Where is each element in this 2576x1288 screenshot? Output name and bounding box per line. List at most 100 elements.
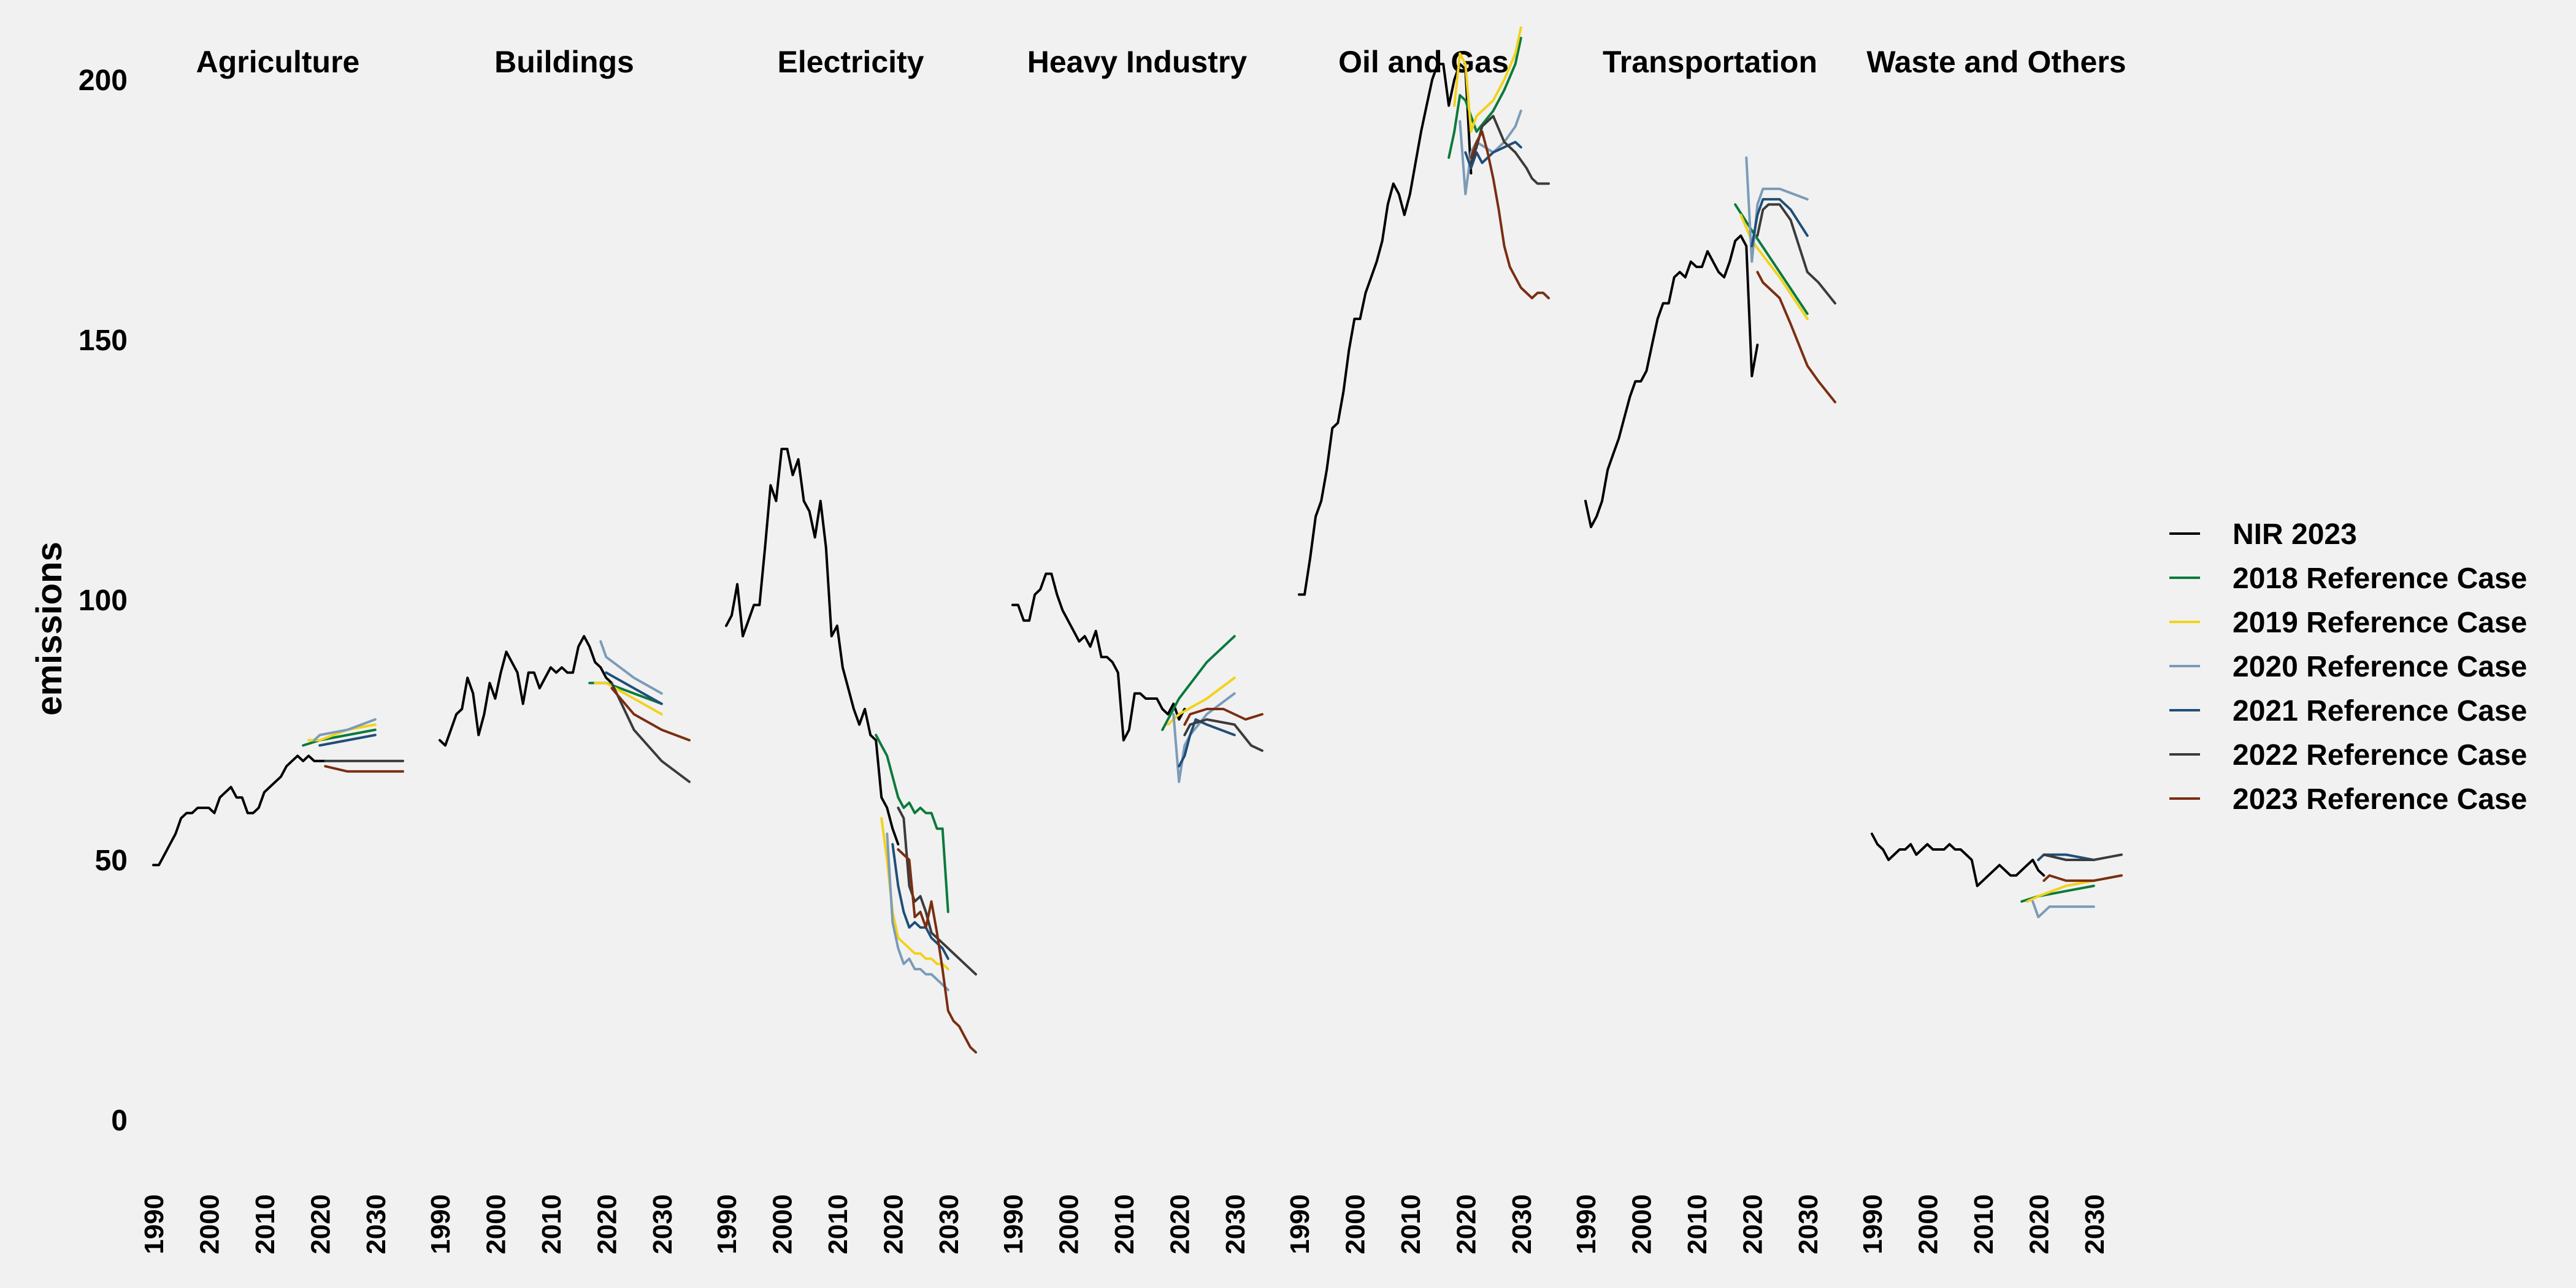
series-line [313, 718, 377, 742]
x-tick-label: 2000 [1054, 1194, 1084, 1254]
y-tick-label: 0 [111, 1105, 128, 1137]
x-tick-label: 2030 [1793, 1194, 1823, 1254]
series-line [439, 635, 613, 747]
legend-label: NIR 2023 [2233, 518, 2357, 551]
legend-label: 2019 Reference Case [2233, 607, 2527, 639]
series-line [1011, 572, 1186, 742]
x-tick-label: 2020 [878, 1194, 908, 1254]
x-tick-label: 2010 [537, 1194, 567, 1254]
series-line [1183, 708, 1263, 726]
facet-panel: Buildings 1990 2000 2010 2020 2030 [426, 45, 691, 1254]
facet-panel: Agriculture 1990 2000 2010 2020 2030 [139, 45, 404, 1254]
series-line [1470, 115, 1550, 185]
facet-panel: Heavy Industry 1990 2000 2010 2020 2030 [999, 45, 1263, 1254]
x-tick-label: 2000 [1913, 1194, 1943, 1254]
series-line [1871, 832, 2045, 887]
series-line [1459, 109, 1522, 196]
series-line [1178, 718, 1236, 768]
legend-label: 2021 Reference Case [2233, 695, 2527, 727]
facet-panel: Oil and Gas 1990 2000 2010 2020 2030 [1285, 26, 1550, 1254]
x-tick-label: 2020 [1451, 1194, 1481, 1254]
facet-title: Buildings [494, 45, 634, 79]
x-tick-label: 2000 [481, 1194, 511, 1254]
x-tick-label: 2000 [767, 1194, 797, 1254]
y-tick-label: 150 [79, 324, 128, 357]
x-tick-label: 1990 [712, 1194, 742, 1254]
legend: NIR 2023 2018 Reference Case 2019 Referenc… [2169, 518, 2527, 816]
x-tick-label: 2020 [1738, 1194, 1768, 1254]
series-line [302, 728, 377, 747]
series-line [2026, 879, 2095, 903]
series-line [2042, 853, 2123, 861]
series-line [605, 671, 663, 705]
series-line [2031, 900, 2095, 919]
legend-label: 2020 Reference Case [2233, 651, 2527, 683]
y-tick-label: 200 [79, 64, 128, 97]
x-tick-label: 2010 [823, 1194, 853, 1254]
series-line [318, 734, 377, 747]
x-tick-label: 2000 [1627, 1194, 1657, 1254]
x-tick-label: 2010 [1396, 1194, 1426, 1254]
series-line [1756, 270, 1836, 404]
facet-title: Electricity [777, 45, 924, 79]
x-tick-label: 2020 [592, 1194, 622, 1254]
y-tick-label: 100 [79, 585, 128, 617]
legend-label: 2022 Reference Case [2233, 739, 2527, 772]
x-tick-label: 1990 [139, 1194, 169, 1254]
x-tick-label: 1990 [999, 1194, 1029, 1254]
x-tick-label: 2000 [194, 1194, 224, 1254]
series-line [1750, 197, 1809, 248]
facet-title: Oil and Gas [1338, 45, 1509, 79]
series-line [324, 765, 404, 773]
legend-label: 2018 Reference Case [2233, 562, 2527, 595]
series-line [1172, 692, 1236, 783]
x-tick-label: 2030 [1221, 1194, 1251, 1254]
series-line [610, 687, 691, 742]
series-line [1756, 203, 1836, 305]
x-tick-label: 2010 [1110, 1194, 1140, 1254]
series-line [897, 848, 977, 1054]
x-tick-label: 1990 [1858, 1194, 1888, 1254]
x-tick-label: 2030 [1507, 1194, 1537, 1254]
series-line [2037, 853, 2095, 861]
series-line [1298, 63, 1473, 596]
series-line [886, 832, 949, 991]
series-line [1453, 26, 1522, 133]
x-tick-label: 2030 [361, 1194, 391, 1254]
x-tick-label: 1990 [1285, 1194, 1315, 1254]
x-tick-label: 2030 [934, 1194, 964, 1254]
facet-title: Waste and Others [1866, 45, 2126, 79]
series-line [152, 754, 327, 867]
facet-panel: Waste and Others 1990 2000 2010 2020 2030 [1858, 45, 2126, 1254]
series-line [1739, 213, 1809, 320]
series-line [1183, 718, 1263, 752]
series-line [594, 681, 663, 716]
facet-title: Heavy Industry [1027, 45, 1248, 79]
facet-title: Agriculture [196, 45, 360, 79]
series-line [1447, 37, 1522, 159]
series-line [599, 640, 663, 695]
facet-panel: Transportation 1990 2000 2010 2020 2030 [1571, 45, 1836, 1254]
facet-panels: Agriculture 1990 2000 2010 2020 2030 Buildings… [139, 26, 2126, 1254]
series-line [1584, 234, 1759, 529]
y-tick-label: 50 [95, 845, 128, 877]
x-tick-label: 2010 [1682, 1194, 1712, 1254]
y-axis: emissions 0 50 100 150 200 [29, 64, 128, 1137]
x-tick-label: 2020 [305, 1194, 335, 1254]
x-tick-label: 2030 [2080, 1194, 2110, 1254]
y-axis-label: emissions [29, 542, 69, 716]
series-line [725, 448, 900, 846]
x-tick-label: 2010 [250, 1194, 280, 1254]
series-line [1161, 635, 1236, 731]
facet-panel: Electricity 1990 2000 2010 2020 2030 [712, 45, 977, 1254]
series-line [2042, 874, 2123, 882]
facet-title: Transportation [1603, 45, 1817, 79]
x-tick-label: 2020 [1165, 1194, 1195, 1254]
legend-label: 2023 Reference Case [2233, 783, 2527, 816]
series-line [875, 734, 949, 913]
series-line [610, 681, 691, 783]
x-tick-label: 1990 [426, 1194, 456, 1254]
x-tick-label: 2020 [2024, 1194, 2054, 1254]
x-tick-label: 2000 [1340, 1194, 1370, 1254]
